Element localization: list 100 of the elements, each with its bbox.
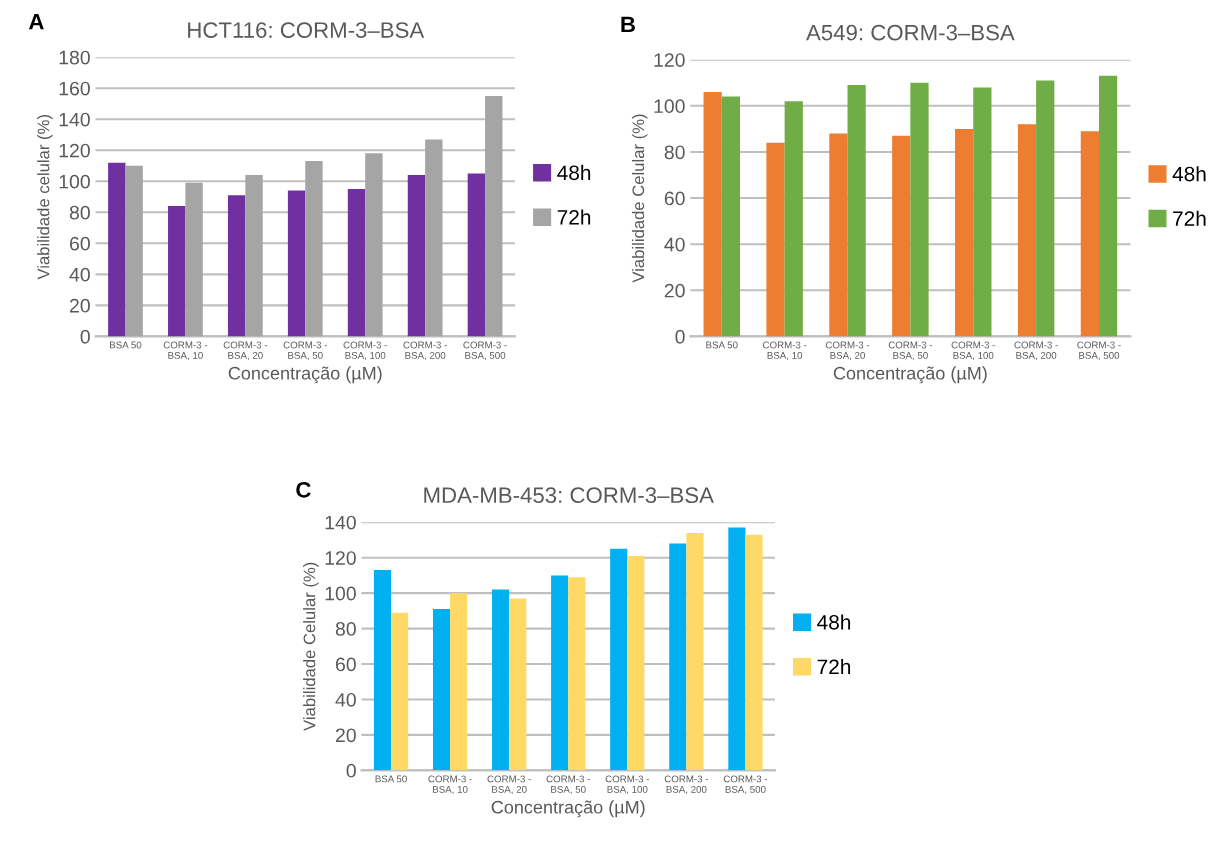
y-tick-label: 20 [335,728,356,743]
y-tick-label: 20 [664,283,685,298]
bar [425,139,443,337]
y-tick-label: 80 [664,145,685,160]
x-tick-label: CORM-3 - BSA, 10 [428,775,472,794]
legend-label: 72h [557,209,591,225]
y-tick-label: 100 [325,586,356,601]
y-tick-label: 120 [59,143,90,158]
x-tick-label: CORM-3 - BSA, 100 [343,341,387,361]
y-tick-label: 20 [70,298,90,313]
bar [728,527,746,771]
y-axis-title: Viabilidade Celular (%) [631,114,648,283]
x-tick-label: CORM-3 - BSA, 500 [463,341,507,361]
bar [1017,124,1037,337]
legend-label: 48h [557,164,591,181]
bar [721,96,740,337]
x-axis-title: Concentração (µM) [491,800,645,818]
y-tick-label: 60 [335,657,356,672]
bar [391,612,409,771]
bar [227,195,246,337]
x-tick-label: BSA 50 [375,775,407,783]
y-axis-title: Viabilidade Celular (%) [303,562,319,731]
chart-title: HCT116: CORM-3–BSA [188,22,425,38]
bar [686,532,704,771]
y-tick-label: 60 [70,236,90,251]
y-tick-label: 80 [335,622,356,636]
bar [432,609,451,771]
bar [627,555,645,771]
y-tick-label: 140 [325,515,356,530]
x-tick-label: CORM-3 - BSA, 100 [951,341,995,361]
x-tick-label: CORM-3 - BSA, 200 [1014,341,1058,361]
bar [450,593,468,771]
x-tick-label: CORM-3 - BSA, 100 [605,775,650,794]
x-tick-label: CORM-3 - BSA, 500 [1077,341,1121,361]
x-tick-label: CORM-3 - BSA, 20 [223,341,268,361]
y-tick-label: 40 [335,692,356,707]
y-tick-label: 0 [675,329,685,344]
x-tick-label: CORM-3 - BSA, 20 [825,341,870,361]
x-tick-label: CORM-3 - BSA, 10 [762,341,807,361]
x-tick-label: CORM-3 - BSA, 10 [163,341,208,361]
x-tick-label: CORM-3 - BSA, 50 [283,341,327,361]
bar [1098,75,1118,337]
bar [125,165,143,337]
x-axis-title: Concentração (µM) [833,366,987,384]
bar [485,95,503,337]
y-axis-title: Viabilidade celular (%) [37,115,53,280]
bar [492,589,510,771]
y-tick-label: 120 [654,53,685,67]
x-tick-label: CORM-3 - BSA, 50 [888,341,933,361]
bar [955,128,974,337]
chart-title: MDA-MB-453: CORM-3–BSA [424,487,714,504]
y-tick-label: 0 [346,763,356,778]
bar [185,182,203,337]
bar [910,82,929,337]
bar [108,162,126,337]
y-tick-label: 100 [59,174,90,189]
x-tick-label: CORM-3 - BSA, 200 [403,341,447,361]
legend-label: 72h [817,658,851,675]
bar [745,534,763,771]
x-tick-label: BSA 50 [706,341,738,349]
bar [373,570,392,771]
bar [245,175,263,337]
bar [703,91,722,337]
text: B [621,16,635,33]
y-tick-label: 100 [654,99,685,114]
bar [669,543,687,771]
bar [347,189,366,337]
bar [568,577,586,771]
legend-label: 72h [1173,210,1206,226]
bar [407,175,426,337]
bar [509,598,527,771]
bar [829,133,848,337]
bar [847,85,866,337]
text: A [28,13,44,30]
x-axis-title: Concentração (µM) [228,366,382,384]
y-tick-label: 60 [664,191,685,206]
bar [168,206,186,337]
y-tick-label: 140 [59,112,90,127]
text: C [296,481,311,498]
bar [551,575,569,771]
y-tick-label: 40 [664,237,685,252]
bar [365,153,383,337]
legend-label: 48h [1172,166,1206,182]
x-tick-label: CORM-3 - BSA, 200 [664,775,709,794]
y-tick-label: 180 [59,50,90,65]
bar [892,135,911,337]
x-tick-label: CORM-3 - BSA, 500 [723,775,768,794]
y-tick-label: 40 [69,267,90,282]
x-tick-label: BSA 50 [110,341,142,349]
bar [973,87,992,337]
bar [1080,131,1099,337]
y-tick-label: 80 [69,205,90,220]
bar [305,161,323,337]
chart-title: A549: CORM-3–BSA [806,24,1015,41]
y-tick-label: 120 [325,551,356,565]
bar [287,190,306,337]
y-tick-label: 160 [59,81,90,96]
bar [467,173,486,337]
y-tick-label: 0 [80,329,90,344]
bar [784,101,803,337]
